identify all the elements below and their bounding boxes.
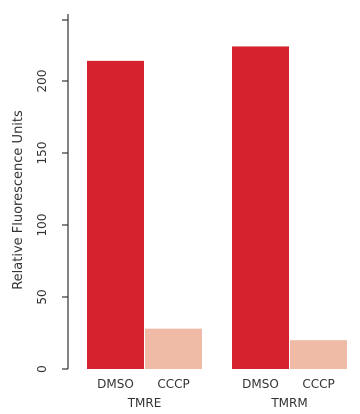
x-axis-labels: DMSO CCCP TMRE DMSO CCCP TMRM <box>97 377 335 410</box>
y-tick-label: 50 <box>35 289 49 304</box>
bar-tmrm-cccp <box>290 340 347 369</box>
y-tick-label: 200 <box>35 70 49 93</box>
y-axis-title: Relative Fluorescence Units <box>11 110 26 290</box>
y-tick-label: 150 <box>35 142 49 165</box>
x-category-label: CCCP <box>302 377 334 391</box>
x-group-label: TMRM <box>270 396 307 410</box>
x-group-label: TMRE <box>127 396 162 410</box>
y-axis-ticks: 0 50 100 150 200 <box>35 19 68 373</box>
x-category-label: DMSO <box>242 377 279 391</box>
x-category-label: DMSO <box>97 377 134 391</box>
bar-tmre-dmso <box>87 60 144 370</box>
bar-tmrm-dmso <box>232 46 289 369</box>
bars-group <box>87 46 347 370</box>
bar-tmre-cccp <box>145 328 202 369</box>
y-tick-label: 0 <box>35 365 49 373</box>
x-category-label: CCCP <box>157 377 189 391</box>
y-tick-label: 100 <box>35 214 49 237</box>
